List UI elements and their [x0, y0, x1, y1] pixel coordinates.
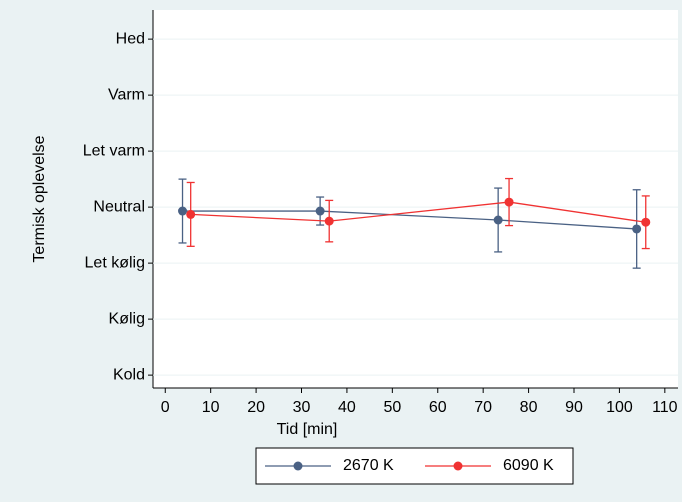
plot-area: [153, 10, 678, 388]
x-tick-label: 0: [161, 399, 170, 416]
point: [493, 215, 503, 225]
legend-marker: [453, 461, 463, 471]
x-tick-label: 20: [247, 399, 265, 416]
y-axis-label: Termisk oplevelse: [31, 135, 48, 262]
x-tick-label: 100: [606, 399, 633, 416]
y-tick-label: Let varm: [83, 142, 145, 159]
series-line: [182, 210, 637, 230]
series-line: [190, 201, 646, 223]
point: [178, 206, 188, 216]
x-tick-label: 70: [474, 399, 492, 416]
y-tick-label: Kold: [113, 366, 145, 383]
x-tick-label: 50: [383, 399, 401, 416]
x-tick-label: 60: [429, 399, 447, 416]
point: [324, 216, 334, 226]
x-tick-label: 90: [565, 399, 583, 416]
point: [632, 224, 642, 234]
x-tick-label: 80: [520, 399, 538, 416]
y-tick-label: Let kølig: [85, 254, 145, 271]
point: [186, 209, 196, 219]
y-tick-label: Kølig: [109, 310, 145, 327]
y-tick-label: Hed: [116, 30, 145, 47]
x-tick-label: 40: [338, 399, 356, 416]
point: [641, 217, 651, 227]
legend-label: 6090 K: [503, 457, 554, 474]
x-axis-label: Tid [min]: [277, 421, 338, 438]
legend-label: 2670 K: [343, 457, 394, 474]
point: [315, 206, 325, 216]
y-tick-label: Varm: [108, 86, 145, 103]
x-tick-label: 30: [293, 399, 311, 416]
y-tick-label: Neutral: [93, 198, 145, 215]
point: [504, 197, 514, 207]
x-tick-label: 110: [652, 399, 678, 416]
x-tick-label: 10: [202, 399, 220, 416]
legend-marker: [293, 461, 303, 471]
